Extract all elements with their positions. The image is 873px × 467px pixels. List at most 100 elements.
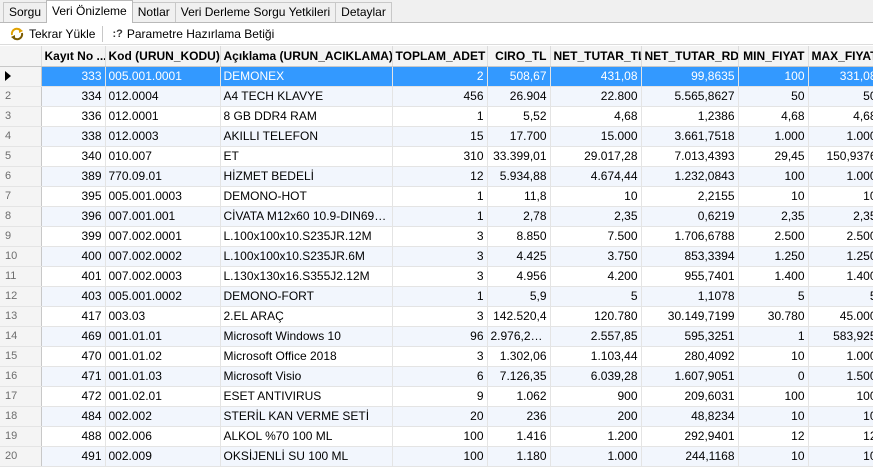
cell-kod[interactable]: 010.007 [105, 146, 221, 167]
cell-net-tutar-rd[interactable]: 1.607,9051 [641, 366, 739, 387]
row-number[interactable]: 11 [0, 266, 42, 287]
reload-button[interactable]: Tekrar Yükle [6, 24, 98, 44]
cell-min-fiyat[interactable]: 30.780 [738, 306, 809, 327]
cell-aciklama[interactable]: HİZMET BEDELİ [220, 166, 393, 187]
tab-sorgu[interactable]: Sorgu [3, 2, 48, 22]
cell-ciro-tl[interactable]: 142.520,4 [487, 306, 551, 327]
cell-min-fiyat[interactable]: 1.000 [738, 126, 809, 147]
cell-kod[interactable]: 007.002.0001 [105, 226, 221, 247]
cell-toplam-adet[interactable]: 1 [392, 286, 488, 307]
cell-min-fiyat[interactable]: 10 [738, 446, 809, 467]
cell-net-tutar-tl[interactable]: 1.103,44 [550, 346, 642, 367]
tab-veri-onizleme[interactable]: Veri Önizleme [46, 0, 133, 23]
cell-toplam-adet[interactable]: 6 [392, 366, 488, 387]
row-number[interactable]: 16 [0, 366, 42, 387]
cell-net-tutar-rd[interactable]: 209,6031 [641, 386, 739, 407]
row-number[interactable]: 2 [0, 86, 42, 107]
cell-toplam-adet[interactable]: 1 [392, 106, 488, 127]
cell-kod[interactable]: 002.006 [105, 426, 221, 447]
cell-kod[interactable]: 005.001.0001 [105, 66, 221, 87]
cell-ciro-tl[interactable]: 236 [487, 406, 551, 427]
cell-toplam-adet[interactable]: 96 [392, 326, 488, 347]
row-number[interactable]: 12 [0, 286, 42, 307]
row-number[interactable]: 5 [0, 146, 42, 167]
cell-net-tutar-rd[interactable]: 1,1078 [641, 286, 739, 307]
table-row[interactable]: 16 471 001.01.03 Microsoft Visio 6 7.126,35 6.… [0, 366, 873, 387]
cell-aciklama[interactable]: Microsoft Visio [220, 366, 393, 387]
cell-max-fiyat[interactable]: 150,9376 [808, 146, 873, 167]
cell-kod[interactable]: 007.002.0002 [105, 246, 221, 267]
cell-ciro-tl[interactable]: 2.976,2204 [487, 326, 551, 347]
cell-aciklama[interactable]: 8 GB DDR4 RAM [220, 106, 393, 127]
row-number[interactable]: 13 [0, 306, 42, 327]
cell-kayit[interactable]: 338 [41, 126, 106, 147]
cell-toplam-adet[interactable]: 2 [392, 66, 488, 87]
cell-min-fiyat[interactable]: 2.500 [738, 226, 809, 247]
cell-ciro-tl[interactable]: 1.062 [487, 386, 551, 407]
cell-kayit[interactable]: 395 [41, 186, 106, 207]
cell-net-tutar-rd[interactable]: 99,8635 [641, 66, 739, 87]
cell-max-fiyat[interactable]: 10 [808, 446, 873, 467]
cell-kod[interactable]: 005.001.0002 [105, 286, 221, 307]
cell-kayit[interactable]: 471 [41, 366, 106, 387]
cell-net-tutar-rd[interactable]: 595,3251 [641, 326, 739, 347]
cell-net-tutar-rd[interactable]: 5.565,8627 [641, 86, 739, 107]
cell-net-tutar-tl[interactable]: 10 [550, 186, 642, 207]
cell-max-fiyat[interactable]: 5 [808, 286, 873, 307]
cell-max-fiyat[interactable]: 1.000 [808, 346, 873, 367]
cell-kod[interactable]: 002.002 [105, 406, 221, 427]
cell-max-fiyat[interactable]: 1.500 [808, 366, 873, 387]
cell-max-fiyat[interactable]: 45.000 [808, 306, 873, 327]
cell-net-tutar-rd[interactable]: 955,7401 [641, 266, 739, 287]
cell-ciro-tl[interactable]: 7.126,35 [487, 366, 551, 387]
row-number[interactable]: 7 [0, 186, 42, 207]
cell-aciklama[interactable]: CİVATA M12x60 10.9-DIN6916... [220, 206, 393, 227]
cell-kod[interactable]: 001.01.01 [105, 326, 221, 347]
cell-kod[interactable]: 001.02.01 [105, 386, 221, 407]
cell-max-fiyat[interactable]: 331,08 [808, 66, 873, 87]
cell-net-tutar-tl[interactable]: 431,08 [550, 66, 642, 87]
cell-aciklama[interactable]: 2.EL ARAÇ [220, 306, 393, 327]
cell-net-tutar-tl[interactable]: 120.780 [550, 306, 642, 327]
cell-max-fiyat[interactable]: 1.400 [808, 266, 873, 287]
cell-ciro-tl[interactable]: 2,78 [487, 206, 551, 227]
cell-kayit[interactable]: 333 [41, 66, 106, 87]
cell-kayit[interactable]: 334 [41, 86, 106, 107]
table-row[interactable]: 2 334 012.0004 A4 TECH KLAVYE 456 26.904 22.80… [0, 86, 873, 107]
cell-kayit[interactable]: 403 [41, 286, 106, 307]
column-header-max-fiyat[interactable]: MAX_FIYAT [808, 46, 873, 67]
row-number[interactable]: 6 [0, 166, 42, 187]
table-row[interactable]: 13 417 003.03 2.EL ARAÇ 3 142.520,4 120.780 30.… [0, 306, 873, 327]
cell-max-fiyat[interactable]: 100 [808, 386, 873, 407]
cell-net-tutar-rd[interactable]: 244,1168 [641, 446, 739, 467]
current-row-indicator[interactable] [0, 66, 42, 87]
tab-detaylar[interactable]: Detaylar [335, 2, 392, 22]
cell-min-fiyat[interactable]: 100 [738, 386, 809, 407]
row-number[interactable]: 4 [0, 126, 42, 147]
table-row[interactable]: 14 469 001.01.01 Microsoft Windows 10 96 2.97… [0, 326, 873, 347]
cell-kayit[interactable]: 469 [41, 326, 106, 347]
cell-toplam-adet[interactable]: 310 [392, 146, 488, 167]
cell-toplam-adet[interactable]: 3 [392, 346, 488, 367]
table-row[interactable]: 6 389 770.09.01 HİZMET BEDELİ 12 5.934,88 4.67… [0, 166, 873, 187]
cell-min-fiyat[interactable]: 10 [738, 186, 809, 207]
data-grid[interactable]: Kayıt No ... Kod (URUN_KODU) Açıklama (URU… [0, 46, 873, 467]
cell-ciro-tl[interactable]: 5.934,88 [487, 166, 551, 187]
cell-aciklama[interactable]: L.100x100x10.S235JR.6M [220, 246, 393, 267]
cell-ciro-tl[interactable]: 8.850 [487, 226, 551, 247]
cell-net-tutar-rd[interactable]: 853,3394 [641, 246, 739, 267]
cell-kayit[interactable]: 336 [41, 106, 106, 127]
cell-ciro-tl[interactable]: 5,9 [487, 286, 551, 307]
cell-aciklama[interactable]: ESET ANTIVIRUS [220, 386, 393, 407]
cell-net-tutar-tl[interactable]: 4.674,44 [550, 166, 642, 187]
cell-kod[interactable]: 012.0004 [105, 86, 221, 107]
table-row[interactable]: 17 472 001.02.01 ESET ANTIVIRUS 9 1.062 900 209… [0, 386, 873, 407]
cell-aciklama[interactable]: L.100x100x10.S235JR.12M [220, 226, 393, 247]
cell-toplam-adet[interactable]: 9 [392, 386, 488, 407]
tab-veri-derleme-sorgu-yetkileri[interactable]: Veri Derleme Sorgu Yetkileri [174, 2, 337, 22]
parameter-script-button[interactable]: :? Parametre Hazırlama Betiği [109, 24, 277, 44]
cell-net-tutar-tl[interactable]: 4,68 [550, 106, 642, 127]
row-number[interactable]: 3 [0, 106, 42, 127]
column-header-aciklama[interactable]: Açıklama (URUN_ACIKLAMA) [220, 46, 393, 67]
cell-net-tutar-tl[interactable]: 2.557,85 [550, 326, 642, 347]
